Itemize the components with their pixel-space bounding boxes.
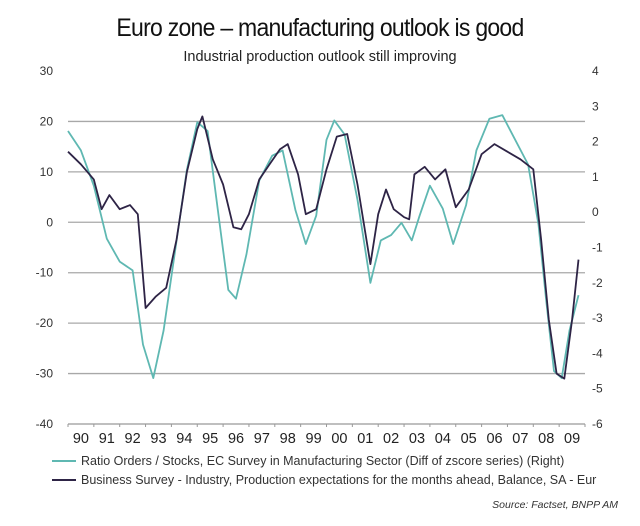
x-tick-label: 03: [409, 431, 425, 447]
y-right-tick-label: 2: [592, 135, 599, 149]
x-tick-label: 02: [383, 431, 399, 447]
y-left-tick-label: 0: [46, 215, 53, 229]
y-right-tick-label: -6: [592, 417, 603, 431]
x-tick-label: 07: [512, 431, 528, 447]
y-right-tick-label: -3: [592, 311, 603, 325]
x-tick-label: 91: [99, 431, 115, 447]
y-left-tick-label: -10: [36, 266, 54, 280]
y-left-tick-label: -30: [36, 367, 54, 381]
legend-swatch-dark: [52, 479, 76, 481]
y-left-tick-label: 10: [40, 165, 54, 179]
y-right-tick-label: -1: [592, 241, 603, 255]
x-tick-label: 92: [125, 431, 141, 447]
x-tick-label: 96: [228, 431, 244, 447]
legend-swatch-teal: [52, 460, 76, 462]
chart-title: Euro zone – manufacturing outlook is goo…: [116, 14, 524, 42]
y-right-tick-label: 3: [592, 99, 599, 113]
x-tick-label: 90: [73, 431, 89, 447]
legend-item-business-survey: Business Survey - Industry, Production e…: [52, 473, 596, 487]
y-right-tick-label: 4: [592, 64, 599, 78]
y-left-tick-label: 30: [40, 64, 54, 78]
x-tick-label: 94: [176, 431, 192, 447]
y-left-tick-label: -40: [36, 417, 54, 431]
x-tick-label: 99: [306, 431, 322, 447]
x-tick-label: 06: [486, 431, 502, 447]
legend-label-ratio-orders: Ratio Orders / Stocks, EC Survey in Manu…: [81, 454, 565, 468]
legend-label-business-survey: Business Survey - Industry, Production e…: [81, 473, 597, 487]
y-left-tick-label: 20: [40, 114, 54, 128]
y-left-tick-label: -20: [36, 316, 54, 330]
y-right-tick-label: 1: [592, 170, 599, 184]
x-tick-label: 04: [435, 431, 451, 447]
x-tick-label: 98: [280, 431, 296, 447]
chart-subtitle: Industrial production outlook still impr…: [183, 49, 457, 65]
x-tick-label: 01: [357, 431, 373, 447]
series-line-business-survey: [67, 115, 580, 380]
x-tick-label: 93: [150, 431, 166, 447]
x-tick-label: 00: [331, 431, 347, 447]
x-tick-label: 97: [254, 431, 270, 447]
source-note: Source: Factset, BNPP AM: [492, 499, 618, 511]
y-right-tick-label: -2: [592, 276, 603, 290]
x-tick-label: 08: [538, 431, 554, 447]
y-right-tick-label: 0: [592, 205, 599, 219]
y-right-tick-label: -4: [592, 346, 603, 360]
x-tick-label: 09: [564, 431, 580, 447]
x-tick-label: 95: [202, 431, 218, 447]
series-line-ratio-orders-stocks: [67, 114, 580, 380]
y-right-tick-label: -5: [592, 382, 603, 396]
x-tick-label: 05: [461, 431, 477, 447]
legend-item-ratio-orders: Ratio Orders / Stocks, EC Survey in Manu…: [52, 454, 564, 468]
